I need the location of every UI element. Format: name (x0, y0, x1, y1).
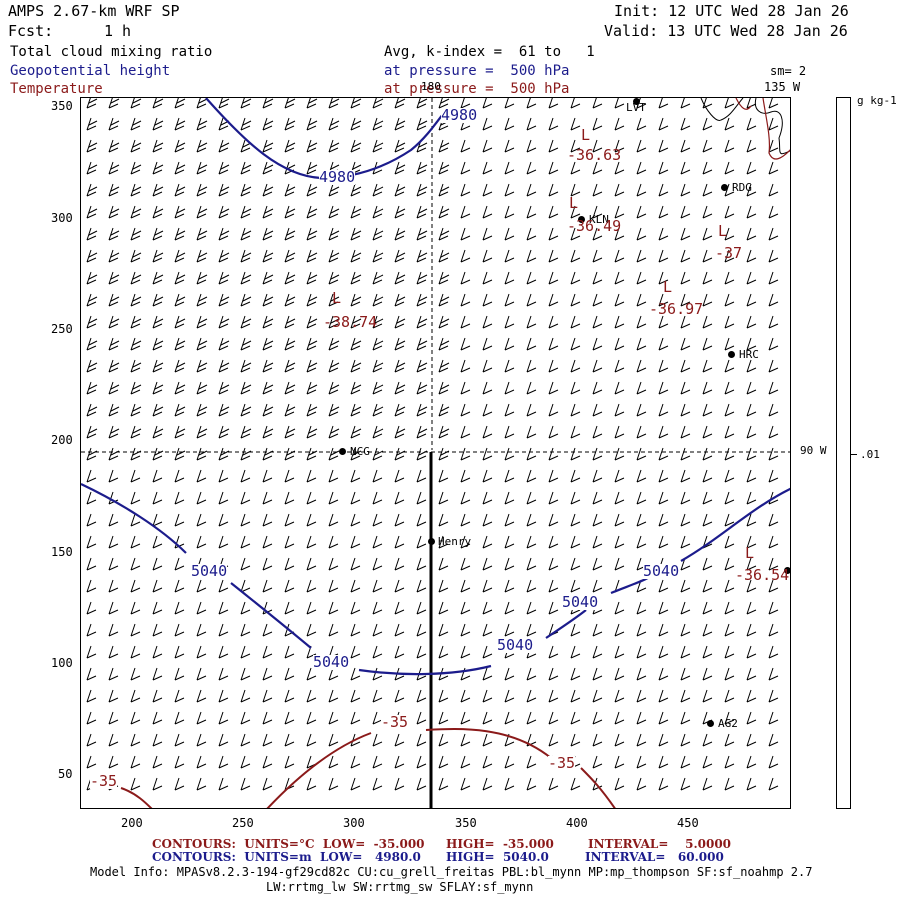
height-label-5040-center: 5040 (497, 636, 534, 654)
station-label-ag2: AG2 (718, 717, 738, 730)
station-rdg (721, 184, 728, 191)
x-tick-400: 400 (566, 816, 588, 830)
temp-low-label-6: -36.54 (735, 566, 790, 584)
y-tick-350: 350 (51, 99, 73, 113)
height-contour-info: CONTOURS: UNITS=m LOW= 4980.0 (152, 850, 421, 864)
x-tick-450: 450 (677, 816, 699, 830)
init-time: Init: 12 UTC Wed 28 Jan 26 (614, 2, 849, 20)
x-tick-300: 300 (343, 816, 365, 830)
height-label-5040-left: 5040 (191, 562, 228, 580)
low-marker-4: L (663, 278, 673, 296)
coastline (700, 98, 790, 155)
station-hrc (728, 351, 735, 358)
temp-low-label-4: -36.97 (649, 300, 704, 318)
temp-low-label-3: -37 (715, 244, 743, 262)
avg-k-index: Avg, k-index = 61 to 1 (384, 44, 595, 60)
height-pressure-level: at pressure = 500 hPa (384, 63, 570, 79)
height-contour-4980 (205, 98, 447, 180)
forecast-hour: 1 h (104, 22, 132, 40)
station-edge (784, 567, 790, 574)
height-label-5040-right: 5040 (562, 593, 599, 611)
temp-contour-high: HIGH= -35.000 (446, 837, 554, 851)
lon-135w-label: 135 W (764, 80, 801, 94)
station-kln (578, 216, 585, 223)
low-marker-6: L (745, 544, 755, 562)
temp-contour-label-3: -35 (90, 772, 118, 790)
x-tick-200: 200 (121, 816, 143, 830)
model-title: AMPS 2.67-km WRF SP (8, 2, 180, 20)
station-label-hrc: HRC (739, 348, 759, 361)
station-label-lvt: LVT (626, 101, 646, 114)
colorbar-tick-label: .01 (860, 448, 880, 461)
station-label-kln: KLN (589, 213, 609, 226)
height-label-4980-mid: 4980 (319, 168, 356, 186)
colorbar-unit: g kg-1 (857, 94, 897, 107)
height-label-5040-lower: 5040 (313, 653, 350, 671)
height-label-5040-far-right: 5040 (643, 562, 680, 580)
station-lvt (633, 98, 640, 105)
model-info-2: LW:rrtmg_lw SW:rrtmg_sw SFLAY:sf_mynn (266, 880, 534, 894)
valid-time: Valid: 13 UTC Wed 28 Jan 26 (604, 22, 848, 40)
smoothing-label: sm= 2 (770, 64, 807, 78)
x-tick-250: 250 (232, 816, 254, 830)
x-tick-350: 350 (455, 816, 477, 830)
temp-low-label-5: -38.74 (323, 313, 378, 331)
low-marker-2: L (569, 194, 579, 212)
y-tick-200: 200 (51, 433, 73, 447)
low-marker-1: L (581, 126, 591, 144)
map-plot: LVT RDG KLN HRC NCG Henry AG2 4980 4980 … (80, 97, 791, 809)
temp-contour-label-1: -35 (381, 713, 409, 731)
temperature-pressure-level: at pressure = 500 hPa (384, 81, 570, 97)
y-tick-50: 50 (58, 767, 73, 781)
ice-shelf-edge (735, 98, 790, 160)
station-ncg (339, 448, 346, 455)
temp-contour-minus35-main (266, 728, 616, 808)
y-tick-100: 100 (51, 656, 73, 670)
forecast-label: Fcst: (8, 22, 54, 40)
wind-barb-field (86, 98, 779, 791)
lon-90w-label: 90 W (800, 444, 827, 457)
model-info: Model Info: MPASv8.2.3-194-gf29cd82c CU:… (90, 865, 813, 879)
height-contour-high: HIGH= 5040.0 (446, 850, 549, 864)
lon-180-label: 180 (421, 80, 441, 93)
map-plot-svg (81, 98, 790, 808)
station-label-ncg: NCG (350, 445, 370, 458)
low-marker-3: L (718, 222, 728, 240)
colorbar-tick (851, 454, 857, 455)
station-henry (428, 538, 435, 545)
station-label-rdg: RDG (732, 181, 752, 194)
temp-contour-info: CONTOURS: UNITS=°C LOW= -35.000 (152, 837, 425, 851)
temp-contour-minus35-left (120, 787, 153, 808)
station-ag2 (707, 720, 714, 727)
low-marker-5: L (332, 289, 342, 307)
height-label-4980-top: 4980 (441, 106, 478, 124)
height-contour-5040-left (81, 483, 312, 649)
field-height-label: Geopotential height (10, 63, 171, 79)
station-label-henry: Henry (438, 535, 472, 548)
y-tick-250: 250 (51, 322, 73, 336)
wind-barbs (86, 98, 779, 791)
height-contour-interval: INTERVAL= 60.000 (585, 850, 724, 864)
colorbar (836, 97, 851, 809)
y-tick-300: 300 (51, 211, 73, 225)
temp-low-label-2: -36.49 (567, 217, 622, 235)
temp-contour-label-2: -35 (548, 754, 576, 772)
temp-contour-interval: INTERVAL= 5.0000 (588, 837, 732, 851)
field-cloud-label: Total cloud mixing ratio (10, 44, 213, 60)
height-contour-5040-mid (358, 487, 790, 676)
temp-low-label-1: -36.63 (567, 146, 622, 164)
y-tick-150: 150 (51, 545, 73, 559)
field-temperature-label: Temperature (10, 81, 103, 97)
